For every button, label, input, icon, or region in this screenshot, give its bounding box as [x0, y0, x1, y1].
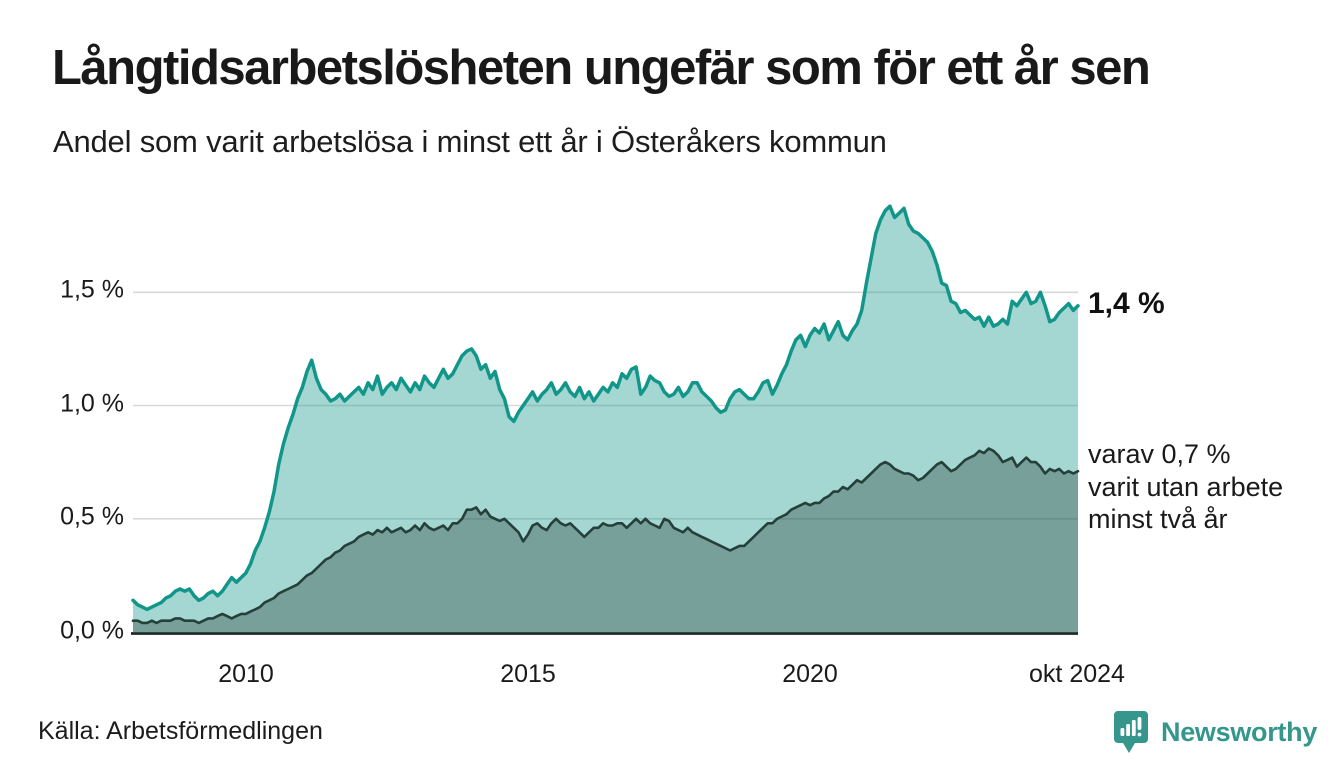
y-axis-tick-1-5: 1,5 % [60, 275, 124, 304]
bar-chart-icon [1120, 717, 1142, 737]
chart-subtitle: Andel som varit arbetslösa i minst ett å… [53, 124, 887, 159]
newsworthy-logo-icon [1114, 711, 1148, 753]
x-axis-tick-okt-2024: okt 2024 [1029, 660, 1125, 688]
newsworthy-brand-text: Newsworthy [1161, 717, 1318, 747]
y-axis-tick-1-0: 1,0 % [60, 389, 124, 418]
series2-annotation-line3: minst två år [1088, 504, 1228, 534]
latest-value-label: 1,4 % [1088, 287, 1165, 320]
source-credit: Källa: Arbetsförmedlingen [38, 717, 323, 745]
x-axis-tick-2015: 2015 [500, 660, 556, 688]
y-axis-tick-0-0: 0,0 % [60, 616, 124, 645]
x-axis-tick-2010: 2010 [218, 660, 274, 688]
y-axis-tick-0-5: 0,5 % [60, 502, 124, 531]
newsworthy-brand: Newsworthy [1113, 710, 1317, 754]
page-title: Långtidsarbetslösheten ungefär som för e… [52, 41, 1151, 95]
x-axis-tick-2020: 2020 [782, 660, 838, 688]
series2-annotation: varav 0,7 % varit utan arbete minst två … [1088, 438, 1283, 536]
series2-annotation-line2: varit utan arbete [1088, 471, 1284, 502]
series2-annotation-line1: varav 0,7 % [1088, 439, 1231, 469]
